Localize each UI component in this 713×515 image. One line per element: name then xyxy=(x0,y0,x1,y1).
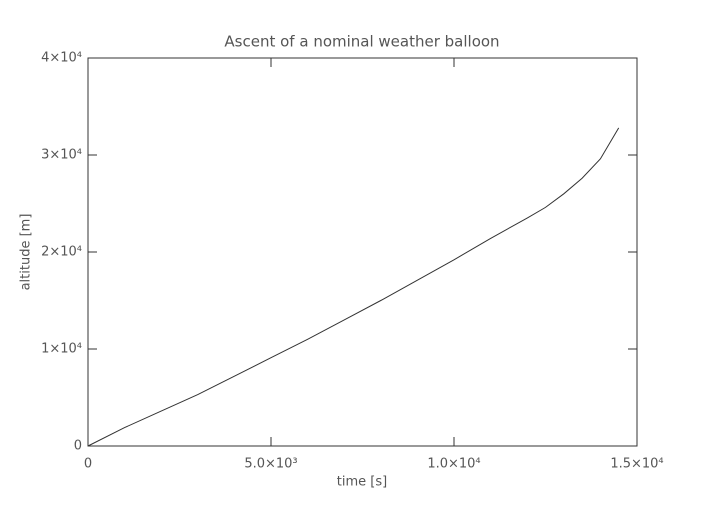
chart-title: Ascent of a nominal weather balloon xyxy=(224,33,499,51)
x-axis-label: time [s] xyxy=(337,475,387,490)
x-tick-label: 1.0×10⁴ xyxy=(427,457,480,472)
y-axis-label: altitude [m] xyxy=(19,214,34,291)
y-tick-label: 0 xyxy=(74,439,82,454)
y-tick-label: 2×10⁴ xyxy=(41,245,82,260)
y-tick-label: 3×10⁴ xyxy=(41,148,82,163)
y-tick-label: 1×10⁴ xyxy=(41,342,82,357)
plot-frame xyxy=(87,57,638,447)
line-series xyxy=(87,127,620,447)
y-tick-label: 4×10⁴ xyxy=(41,51,82,66)
x-tick-label: 5.0×10³ xyxy=(244,457,297,472)
x-tick-label: 1.5×10⁴ xyxy=(610,457,663,472)
x-tick-label: 0 xyxy=(84,457,92,472)
